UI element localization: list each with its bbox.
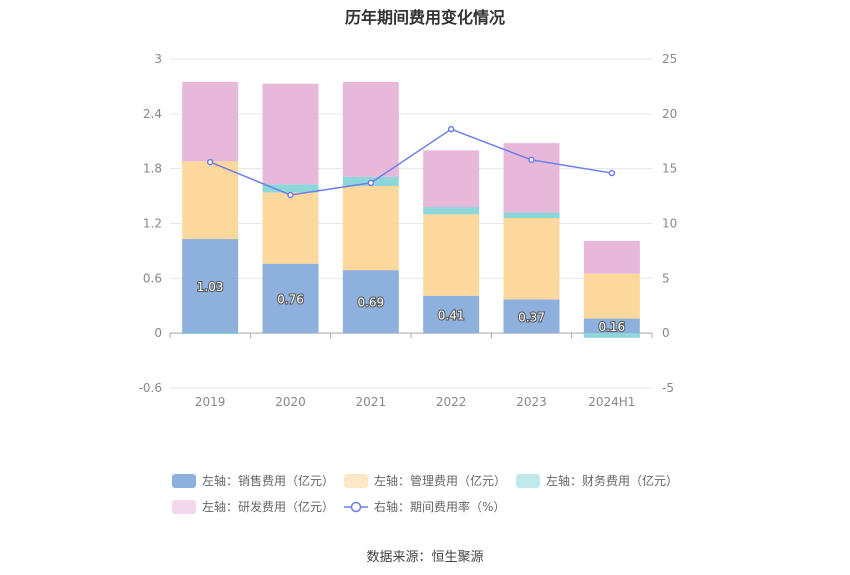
bar-segment	[423, 207, 480, 215]
data-source: 数据来源：恒生聚源	[366, 550, 484, 565]
x-tick-label: 2019	[195, 395, 226, 409]
rate-point	[447, 125, 455, 133]
right-tick-label: -5	[662, 381, 674, 395]
bar-segment	[262, 263, 319, 334]
bar-segment	[503, 299, 560, 334]
legend-item-finance[interactable]: 左轴：财务费用（亿元）	[516, 472, 678, 489]
bar-segment	[262, 184, 319, 193]
grid-lines	[169, 58, 653, 389]
legend-label-sales: 左轴：销售费用（亿元）	[202, 474, 335, 488]
bar-segment	[503, 143, 560, 213]
bar-segment	[583, 333, 640, 338]
bar-data-label: 0.37	[518, 310, 545, 324]
bar-segment	[342, 270, 399, 334]
x-tick-label: 2021	[356, 395, 387, 409]
bar-segment	[182, 81, 239, 162]
bar-data-label: 0.69	[357, 296, 384, 310]
bar-segment	[423, 295, 480, 334]
right-tick-label: 20	[662, 107, 677, 121]
legend-line-rate-icon	[344, 501, 368, 512]
bar-segment	[342, 186, 399, 271]
rate-point	[608, 169, 616, 177]
x-tick-label: 2023	[516, 395, 547, 409]
bar-segment	[182, 239, 239, 334]
rate-point	[287, 191, 294, 199]
bar-segment	[583, 240, 640, 274]
right-axis-ticks: 25 20 15 10 5 0 -5	[662, 52, 677, 395]
bar-segment	[423, 150, 480, 208]
legend-swatch-sales	[172, 473, 196, 488]
bar-segment	[182, 161, 239, 240]
legend-label-finance: 左轴：财务费用（亿元）	[546, 474, 679, 488]
x-tick-label: 2020	[275, 395, 306, 409]
legend-label-rnd: 左轴：研发费用（亿元）	[202, 500, 335, 514]
left-tick-label: -0.6	[139, 381, 162, 395]
bar-segment	[182, 333, 239, 335]
bar-data-label: 0.76	[277, 292, 304, 306]
right-tick-label: 15	[662, 162, 677, 176]
left-tick-label: 0	[154, 326, 162, 340]
right-tick-label: 0	[662, 326, 670, 340]
bar-data-label: 0.41	[438, 308, 465, 322]
legend-item-sales[interactable]: 左轴：销售费用（亿元）	[172, 472, 334, 489]
legend-swatch-admin	[344, 473, 368, 488]
left-tick-label: 2.4	[143, 107, 162, 121]
bars	[182, 81, 640, 338]
right-tick-label: 10	[662, 217, 677, 231]
bar-segment	[262, 192, 319, 264]
legend-label-rate: 右轴：期间费用率（%）	[374, 500, 506, 514]
legend-item-admin[interactable]: 左轴：管理费用（亿元）	[344, 472, 506, 489]
right-tick-label: 5	[662, 271, 670, 285]
x-axis-ticks: 2019 2020 2021 2022 2023 2024H1	[195, 395, 636, 409]
bar-data-label: 0.16	[598, 320, 625, 334]
legend-item-rate[interactable]: 右轴：期间费用率（%）	[344, 498, 505, 515]
rate-line-path	[209, 128, 612, 196]
bar-segment	[503, 212, 560, 219]
rate-line	[206, 125, 616, 199]
bar-data-label: 1.03	[197, 280, 224, 294]
bar-segment	[503, 218, 560, 300]
bar-segment	[423, 214, 480, 296]
legend-item-rnd[interactable]: 左轴：研发费用（亿元）	[172, 498, 334, 515]
left-tick-label: 0.6	[143, 271, 162, 285]
legend-swatch-rnd	[172, 499, 196, 514]
bar-segment	[583, 273, 640, 319]
bar-segment	[583, 318, 640, 334]
rate-point	[367, 179, 375, 187]
bar-data-labels: 1.03 0.76 0.69 0.41 0.37 0.16	[196, 279, 626, 335]
left-tick-label: 3	[154, 52, 162, 66]
chart-title: 历年期间费用变化情况	[344, 8, 505, 27]
x-tick-label: 2024H1	[588, 395, 635, 409]
bar-segment	[342, 81, 399, 177]
right-tick-label: 25	[662, 52, 677, 66]
left-axis-ticks: 3 2.4 1.8 1.2 0.6 0 -0.6	[139, 52, 162, 395]
rate-point	[206, 158, 214, 166]
legend-swatch-finance	[516, 473, 540, 488]
left-tick-label: 1.2	[143, 217, 162, 231]
bar-segment	[262, 83, 319, 185]
left-tick-label: 1.8	[143, 162, 162, 176]
rate-point	[528, 156, 535, 164]
legend-label-admin: 左轴：管理费用（亿元）	[374, 474, 507, 488]
x-tick-label: 2022	[436, 395, 467, 409]
